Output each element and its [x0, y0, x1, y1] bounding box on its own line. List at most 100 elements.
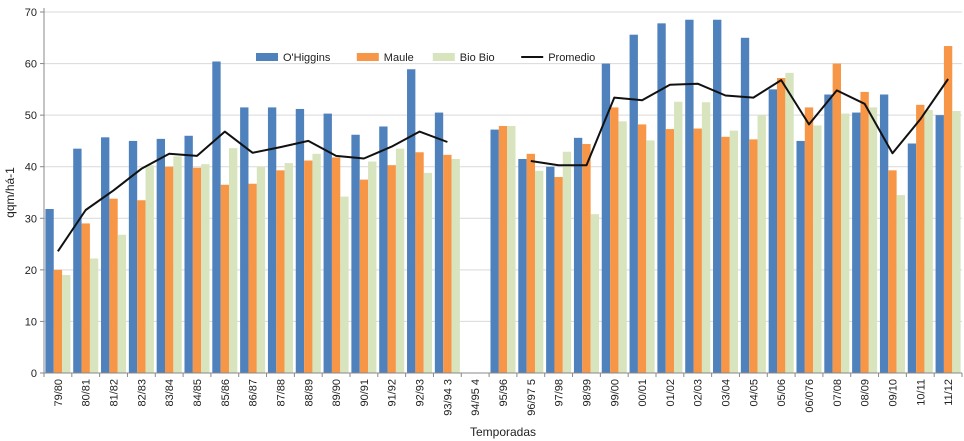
bar-o-higgins — [351, 134, 360, 373]
bar-maule — [81, 223, 90, 373]
x-tick-label: 89/90 — [331, 379, 343, 407]
bar-bio-bio — [507, 125, 516, 373]
x-tick-label: 82/83 — [136, 379, 148, 407]
bar-maule — [916, 104, 925, 373]
bar-o-higgins — [295, 108, 305, 373]
bar-bio-bio — [813, 125, 822, 373]
bar-bio-bio — [757, 115, 766, 374]
x-tick-label: 96/97 5 — [526, 379, 538, 416]
bar-o-higgins — [490, 129, 499, 373]
bar-bio-bio — [368, 161, 377, 373]
bar-o-higgins — [852, 112, 861, 374]
bar-o-higgins — [740, 37, 750, 374]
x-tick-label: 85/86 — [220, 379, 232, 407]
bar-maule — [554, 177, 563, 373]
bar-o-higgins — [73, 148, 82, 373]
bar-maule — [192, 167, 202, 373]
bar-o-higgins — [379, 126, 388, 373]
bar-maule — [610, 107, 619, 374]
x-tick-label: 00/01 — [637, 379, 649, 407]
x-tick-label: 99/00 — [609, 379, 621, 407]
bar-maule — [693, 128, 702, 373]
bar-bio-bio — [952, 111, 961, 373]
bar-o-higgins — [657, 23, 666, 374]
bar-bio-bio — [62, 275, 71, 373]
bar-o-higgins — [573, 137, 583, 373]
y-tick-labels: 0 10 20 30 40 50 60 70 — [25, 7, 37, 380]
bar-o-higgins — [518, 158, 527, 373]
bar-bio-bio — [145, 165, 154, 373]
bar-maule — [721, 136, 730, 373]
bar-o-higgins — [629, 34, 638, 373]
bar-maule — [53, 269, 63, 373]
y-tick-label: 60 — [25, 59, 37, 71]
bar-maule — [359, 179, 369, 373]
bar-maule — [860, 91, 869, 373]
bar-o-higgins — [907, 143, 917, 373]
x-tick-label: 86/87 — [248, 379, 260, 407]
bar-maule — [331, 157, 341, 373]
legend: O'Higgins Maule Bio Bio Promedio — [256, 52, 595, 64]
x-tick-label: 80/81 — [81, 379, 93, 407]
bar-maule — [888, 170, 897, 373]
bar-maule — [498, 125, 508, 373]
bar-o-higgins — [879, 94, 889, 373]
axes — [40, 8, 963, 377]
bar-o-higgins — [323, 113, 332, 374]
legend-label-o-higgins: O'Higgins — [283, 52, 331, 64]
legend-label-promedio: Promedio — [548, 52, 595, 64]
bar-o-higgins — [101, 137, 110, 373]
bar-bio-bio — [451, 158, 460, 373]
bar-o-higgins — [240, 107, 249, 374]
x-tick-labels: 79/80 80/81 81/82 82/83 83/84 84/85 85/86 86/87… — [53, 379, 955, 416]
bar-maule — [109, 198, 118, 373]
x-tick-label: 94/95 4 — [470, 379, 482, 416]
y-axis-title: qqm/há-1 — [3, 167, 17, 218]
bar-bio-bio — [674, 101, 683, 373]
bar-o-higgins — [824, 94, 833, 373]
bar-maule — [526, 153, 535, 373]
bar-bio-bio — [534, 170, 544, 373]
bar-o-higgins — [685, 19, 694, 373]
legend-swatch-maule — [356, 53, 379, 61]
bar-o-higgins — [768, 89, 778, 373]
x-tick-label: 98/99 — [581, 379, 593, 407]
x-tick-label: 09/10 — [887, 379, 899, 407]
x-tick-label: 93/94 3 — [442, 379, 454, 416]
series-line-promedio — [57, 78, 949, 252]
legend-swatch-bio-bio — [432, 53, 455, 61]
bar-maule — [804, 107, 814, 374]
bar-maule — [443, 154, 452, 373]
bar-bio-bio — [256, 166, 266, 373]
x-tick-label: 91/92 — [387, 379, 399, 407]
bar-bio-bio — [395, 148, 405, 373]
legend-label-bio-bio: Bio Bio — [460, 52, 495, 64]
bar-o-higgins — [601, 63, 611, 373]
bar-maule — [304, 160, 313, 373]
bar-maule — [665, 129, 675, 373]
bar-maule — [137, 200, 146, 373]
bar-maule — [832, 63, 841, 373]
x-tick-label: 10/11 — [915, 379, 927, 406]
x-tick-label: 01/02 — [665, 379, 677, 407]
x-tick-label: 04/05 — [748, 379, 760, 407]
x-tick-label: 88/89 — [303, 379, 315, 407]
bar-o-higgins — [546, 166, 555, 373]
bar-bio-bio — [868, 107, 878, 374]
bar-maule — [582, 144, 591, 373]
x-tick-label: 97/98 — [554, 379, 566, 407]
x-tick-label: 06/076 — [804, 379, 816, 413]
y-tick-label: 0 — [31, 368, 37, 380]
bar-maule — [943, 46, 953, 374]
bar-maule — [165, 166, 174, 373]
promedio-line — [57, 78, 949, 252]
bars — [45, 19, 961, 374]
bar-bio-bio — [423, 172, 433, 373]
y-tick-label: 70 — [25, 7, 37, 19]
y-tick-label: 20 — [25, 265, 37, 277]
bar-bio-bio — [785, 72, 794, 374]
x-tick-label: 81/82 — [109, 379, 121, 407]
bar-o-higgins — [796, 140, 805, 373]
x-tick-label: 03/04 — [721, 379, 733, 407]
